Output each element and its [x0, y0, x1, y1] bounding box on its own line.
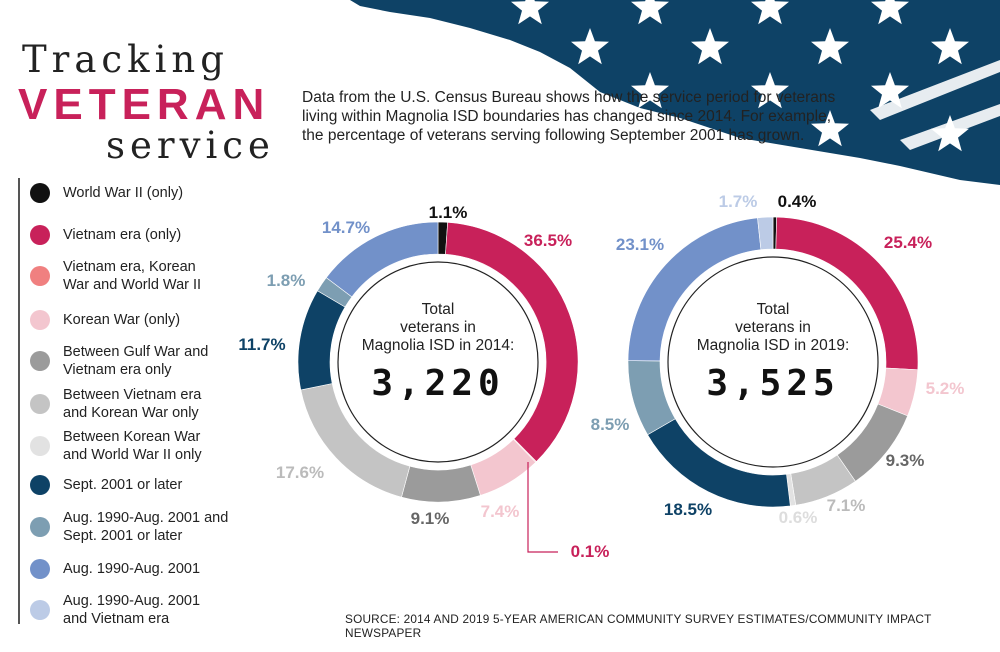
- flag-star: [811, 110, 849, 147]
- slice-value-label: 0.6%: [779, 508, 818, 527]
- title-line-2: VETERAN: [18, 80, 271, 129]
- legend-swatch: [30, 310, 50, 330]
- legend-swatch: [30, 394, 50, 414]
- donut-center-label: Total: [757, 301, 790, 318]
- donut-slice: [401, 464, 481, 503]
- flag-star: [571, 28, 609, 65]
- slice-value-label: 11.7%: [238, 335, 285, 354]
- legend-item: Vietnam era (only): [30, 225, 260, 245]
- slice-value-label: 7.4%: [481, 502, 520, 521]
- slice-value-label: 0.1%: [571, 542, 610, 561]
- legend-swatch: [30, 475, 50, 495]
- legend-label: Aug. 1990-Aug. 2001 and Vietnam era: [63, 593, 201, 627]
- legend-label: Korean War (only): [63, 312, 181, 328]
- title-line-3: service: [106, 124, 275, 167]
- slice-value-label: 36.5%: [524, 231, 572, 250]
- slice-value-label: 0.4%: [778, 192, 817, 211]
- donut-slice: [757, 216, 774, 250]
- slice-value-label: 25.4%: [884, 233, 932, 252]
- slice-value-label: 14.7%: [322, 218, 370, 237]
- donut-center-label: Magnolia ISD in 2014:: [362, 337, 515, 354]
- flag-banner: [350, 0, 1000, 185]
- legend-label: Aug. 1990-Aug. 2001 and Sept. 2001 or la…: [63, 510, 229, 544]
- intro-text: Data from the U.S. Census Bureau shows h…: [302, 89, 836, 144]
- slice-value-label: 9.1%: [411, 509, 450, 528]
- slice-value-label: 1.7%: [719, 192, 758, 211]
- legend-label: World War II (only): [63, 185, 184, 201]
- legend-label: Between Korean War and World War II only: [63, 429, 202, 463]
- legend-swatch: [30, 225, 50, 245]
- title-line-1: Tracking: [22, 38, 229, 81]
- flag-star: [871, 0, 909, 25]
- legend-item: Aug. 1990-Aug. 2001: [30, 559, 260, 579]
- legend-label: Aug. 1990-Aug. 2001: [63, 561, 201, 577]
- legend-swatch: [30, 183, 50, 203]
- slice-leader-line: [527, 462, 558, 553]
- legend-item: Korean War (only): [30, 310, 260, 330]
- legend-swatch: [30, 559, 50, 579]
- flag-star: [751, 72, 789, 109]
- donut-center-ring: [667, 256, 879, 468]
- legend-swatch: [30, 436, 50, 456]
- legend-label: Vietnam era (only): [63, 227, 182, 243]
- legend-item: Vietnam era, Korean War and World War II: [30, 258, 260, 294]
- legend-label: Between Gulf War and Vietnam era only: [63, 344, 209, 378]
- donut-center-ring: [337, 261, 539, 463]
- legend-swatch: [30, 266, 50, 286]
- legend-swatch: [30, 600, 50, 620]
- slice-value-label: 5.2%: [926, 379, 965, 398]
- legend-item: Aug. 1990-Aug. 2001 and Sept. 2001 or la…: [30, 509, 260, 545]
- legend-item: Between Gulf War and Vietnam era only: [30, 343, 260, 379]
- legend-item: Sept. 2001 or later: [30, 475, 260, 495]
- flag-star: [631, 72, 669, 109]
- flag-star: [871, 72, 909, 109]
- donut-slice: [325, 221, 439, 298]
- legend-item: Aug. 1990-Aug. 2001 and Vietnam era: [30, 592, 260, 628]
- flag-star: [931, 28, 969, 65]
- legend-label: Vietnam era, Korean War and World War II: [63, 259, 202, 293]
- donut-total-value: 3,220: [371, 363, 504, 404]
- flag-star: [751, 0, 789, 25]
- donut-center-label: Magnolia ISD in 2019:: [697, 337, 850, 354]
- slice-value-label: 1.1%: [429, 203, 468, 222]
- flag-star: [631, 0, 669, 25]
- slice-value-label: 17.6%: [276, 463, 324, 482]
- donut-center-label: Total: [422, 301, 455, 318]
- slice-value-label: 9.3%: [886, 451, 925, 470]
- legend-swatch: [30, 517, 50, 537]
- legend-label: Sept. 2001 or later: [63, 477, 183, 493]
- flag-star: [691, 28, 729, 65]
- donut-total-value: 3,525: [706, 363, 839, 404]
- donut-slice: [445, 222, 579, 463]
- slice-value-label: 1.8%: [267, 271, 306, 290]
- slice-value-label: 18.5%: [664, 500, 712, 519]
- donut-center-label: veterans in: [735, 319, 811, 336]
- legend-swatch: [30, 351, 50, 371]
- legend-item: Between Vietnam era and Korean War only: [30, 386, 260, 422]
- flag-star: [811, 28, 849, 65]
- source-note: SOURCE: 2014 AND 2019 5-YEAR AMERICAN CO…: [345, 612, 932, 640]
- legend-label: Between Vietnam era and Korean War only: [63, 387, 202, 421]
- legend-item: Between Korean War and World War II only: [30, 428, 260, 464]
- donut-center-label: veterans in: [400, 319, 476, 336]
- legend: World War II (only) Vietnam era (only) V…: [18, 178, 228, 627]
- slice-value-label: 7.1%: [827, 496, 866, 515]
- slice-value-label: 23.1%: [616, 235, 664, 254]
- donut-slice: [297, 290, 346, 391]
- slice-value-label: 8.5%: [591, 415, 630, 434]
- legend-item: World War II (only): [30, 183, 260, 203]
- flag-star: [511, 0, 549, 25]
